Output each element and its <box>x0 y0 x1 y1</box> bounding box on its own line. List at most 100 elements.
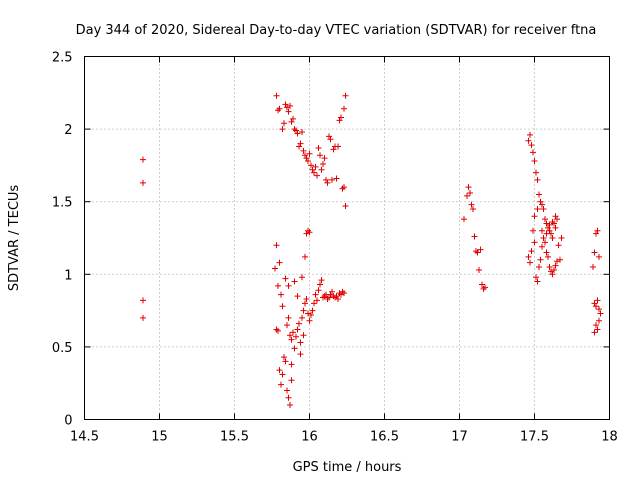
data-point <box>317 152 323 159</box>
data-point <box>531 158 538 165</box>
data-point <box>479 281 485 288</box>
data-point <box>291 126 298 133</box>
data-point <box>539 227 545 234</box>
data-point <box>287 401 293 408</box>
data-point <box>323 176 329 183</box>
data-point <box>528 248 535 255</box>
data-point <box>272 265 278 272</box>
data-point <box>305 158 311 165</box>
data-point <box>312 163 319 170</box>
data-point <box>314 297 320 304</box>
data-point <box>335 143 341 150</box>
data-point <box>591 249 598 256</box>
data-point <box>594 297 601 304</box>
grid-lines <box>84 56 610 420</box>
data-point <box>318 277 325 284</box>
data-point <box>539 201 545 208</box>
data-point <box>552 213 559 220</box>
data-point <box>287 332 293 339</box>
x-tick-label: 15.5 <box>220 430 249 445</box>
data-point <box>539 243 545 250</box>
data-point <box>321 293 328 300</box>
data-point <box>294 326 301 333</box>
data-point <box>327 291 334 298</box>
data-point <box>341 290 347 297</box>
data-point <box>549 271 556 278</box>
data-point <box>294 130 301 137</box>
data-point <box>534 278 541 285</box>
data-point <box>285 314 292 321</box>
data-point <box>284 322 290 329</box>
data-point <box>284 104 290 111</box>
y-tick-label: 0.5 <box>52 341 73 356</box>
y-tick-label: 0 <box>64 414 72 429</box>
data-point <box>299 129 305 136</box>
data-point <box>273 92 280 99</box>
plot-frame <box>84 56 610 420</box>
data-point <box>542 239 548 246</box>
data-point <box>285 282 292 289</box>
data-point <box>342 92 349 99</box>
data-point <box>330 146 337 153</box>
data-point <box>554 258 560 265</box>
data-point <box>311 169 317 176</box>
data-points <box>140 92 604 408</box>
data-point <box>306 317 313 324</box>
data-point <box>284 387 290 394</box>
data-point <box>527 131 533 138</box>
data-point <box>471 233 478 240</box>
data-point <box>281 120 287 127</box>
data-point <box>288 377 295 384</box>
data-point <box>525 253 532 260</box>
data-point <box>339 185 346 192</box>
data-point <box>465 184 472 191</box>
data-point <box>303 155 310 162</box>
data-point <box>596 253 602 260</box>
data-point <box>591 300 598 307</box>
axis-ticks: 14.5 15 15.5 16 16.5 17 17.5 18 0 0.5 1 1.5 2 2.5 <box>52 51 618 445</box>
data-point <box>461 216 467 223</box>
data-point <box>324 295 331 302</box>
data-point <box>297 140 304 147</box>
data-point <box>276 259 283 266</box>
data-point <box>291 278 298 285</box>
data-point <box>288 118 295 125</box>
data-point <box>342 203 349 210</box>
data-point <box>594 326 601 333</box>
data-point <box>275 282 281 289</box>
data-point <box>329 288 335 295</box>
data-point <box>312 291 319 298</box>
data-point <box>140 297 146 304</box>
data-point <box>590 264 596 271</box>
x-tick-label: 14.5 <box>70 430 99 445</box>
data-point <box>534 176 541 183</box>
data-point <box>314 172 320 179</box>
data-point <box>593 322 599 329</box>
data-point <box>480 285 487 292</box>
data-point <box>554 216 560 223</box>
data-point <box>536 191 542 198</box>
data-point <box>594 227 601 234</box>
data-point <box>296 320 302 327</box>
x-tick-label: 15 <box>151 430 168 445</box>
data-point <box>530 227 536 234</box>
data-point <box>282 358 289 365</box>
chart-title: Day 344 of 2020, Sidereal Day-to-day VTE… <box>76 23 597 38</box>
data-point <box>273 326 280 333</box>
data-point <box>597 310 604 317</box>
data-point <box>482 284 488 291</box>
data-point <box>309 307 316 314</box>
data-point <box>276 367 283 374</box>
data-point <box>531 213 538 220</box>
data-point <box>468 201 475 208</box>
data-point <box>333 293 340 300</box>
data-point <box>470 205 476 212</box>
data-point <box>533 169 539 176</box>
data-point <box>299 314 305 321</box>
data-point <box>140 179 146 186</box>
data-point <box>549 235 556 241</box>
data-point <box>555 242 562 249</box>
x-axis-label: GPS time / hours <box>293 460 402 475</box>
data-point <box>540 235 547 241</box>
data-point <box>290 329 296 336</box>
